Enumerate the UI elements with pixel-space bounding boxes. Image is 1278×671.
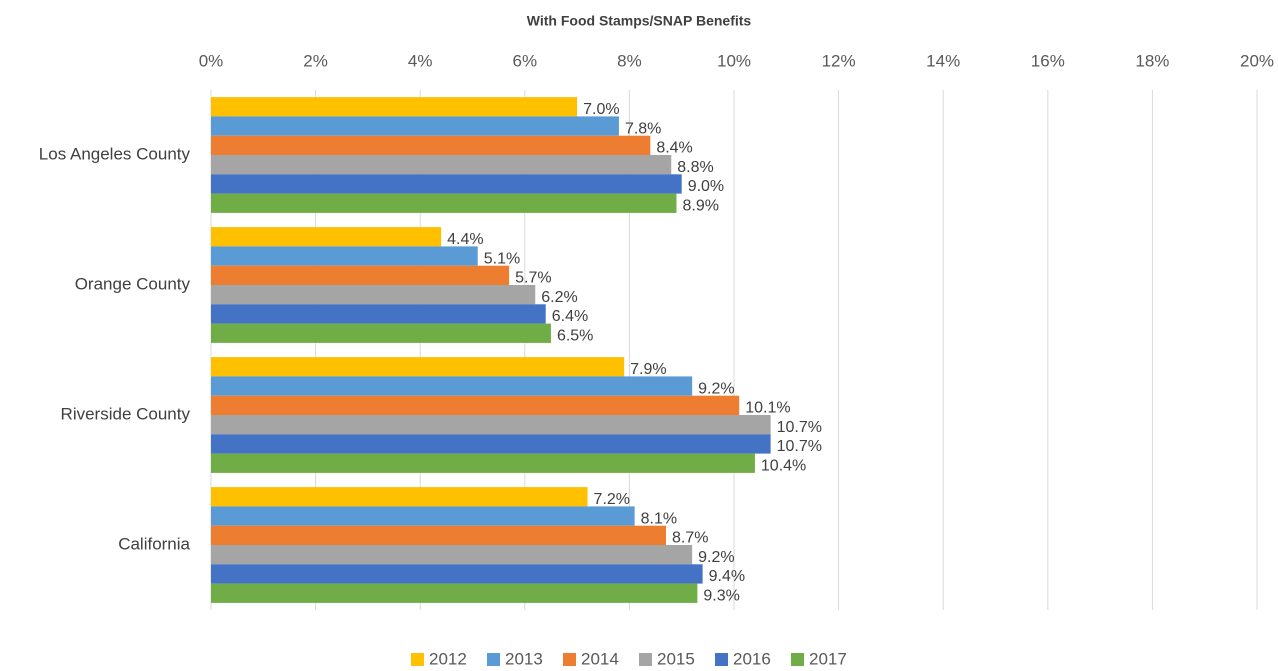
category-label: Orange County [75, 274, 191, 293]
bar [211, 285, 536, 305]
value-label: 8.4% [656, 140, 692, 157]
bar [211, 116, 619, 136]
value-label: 10.7% [777, 438, 822, 455]
value-label: 9.4% [709, 568, 745, 585]
legend-label: 2014 [581, 649, 619, 668]
legend-label: 2016 [733, 649, 771, 668]
x-tick-label: 0% [199, 51, 224, 70]
x-tick-label: 2% [303, 51, 328, 70]
legend-label: 2012 [429, 649, 467, 668]
bar [211, 376, 693, 396]
bar [211, 265, 510, 285]
legend-swatch [639, 653, 652, 666]
value-label: 6.5% [557, 327, 593, 344]
value-label: 9.0% [688, 178, 724, 195]
value-label: 7.2% [594, 491, 630, 508]
value-label: 10.4% [761, 457, 806, 474]
legend-swatch [791, 653, 804, 666]
bar [211, 135, 651, 155]
bar [211, 227, 442, 247]
value-label: 9.2% [698, 549, 734, 566]
bar [211, 583, 698, 603]
x-tick-label: 16% [1031, 51, 1065, 70]
legend-label: 2015 [657, 649, 695, 668]
x-tick-label: 4% [408, 51, 433, 70]
chart-title: With Food Stamps/SNAP Benefits [527, 13, 752, 29]
legend-label: 2013 [505, 649, 543, 668]
value-label: 9.3% [703, 587, 739, 604]
bar [211, 525, 667, 545]
bar [211, 453, 755, 473]
value-label: 10.1% [745, 400, 790, 417]
x-tick-label: 20% [1240, 51, 1274, 70]
bar [211, 193, 677, 213]
bar [211, 434, 771, 454]
value-label: 6.4% [552, 308, 588, 325]
bar [211, 564, 703, 584]
bar [211, 506, 635, 526]
x-tick-label: 18% [1135, 51, 1169, 70]
value-label: 8.8% [677, 159, 713, 176]
x-tick-label: 10% [717, 51, 751, 70]
value-label: 9.2% [698, 380, 734, 397]
legend-swatch [563, 653, 576, 666]
value-label: 4.4% [447, 231, 483, 248]
category-label: Los Angeles County [39, 144, 191, 163]
value-label: 6.2% [541, 289, 577, 306]
value-label: 5.1% [484, 250, 520, 267]
x-tick-label: 6% [513, 51, 538, 70]
bar [211, 395, 740, 415]
value-label: 8.7% [672, 530, 708, 547]
value-label: 10.7% [777, 419, 822, 436]
legend-swatch [411, 653, 424, 666]
bar [211, 246, 478, 266]
value-label: 7.8% [625, 120, 661, 137]
category-label: Riverside County [61, 404, 191, 423]
value-label: 8.1% [641, 510, 677, 527]
bar [211, 357, 625, 377]
category-label: California [118, 534, 190, 553]
value-label: 8.9% [682, 197, 718, 214]
x-tick-label: 8% [617, 51, 642, 70]
legend-swatch [715, 653, 728, 666]
bar [211, 415, 771, 435]
legend-label: 2017 [809, 649, 847, 668]
value-label: 7.9% [630, 361, 666, 378]
bar [211, 304, 546, 324]
legend-swatch [487, 653, 500, 666]
bar [211, 323, 551, 343]
bar [211, 487, 588, 507]
bar [211, 174, 682, 194]
x-tick-label: 14% [926, 51, 960, 70]
x-tick-label: 12% [822, 51, 856, 70]
bar [211, 155, 672, 175]
value-label: 7.0% [583, 101, 619, 118]
bar [211, 97, 578, 117]
value-label: 5.7% [515, 270, 551, 287]
bar [211, 545, 693, 565]
